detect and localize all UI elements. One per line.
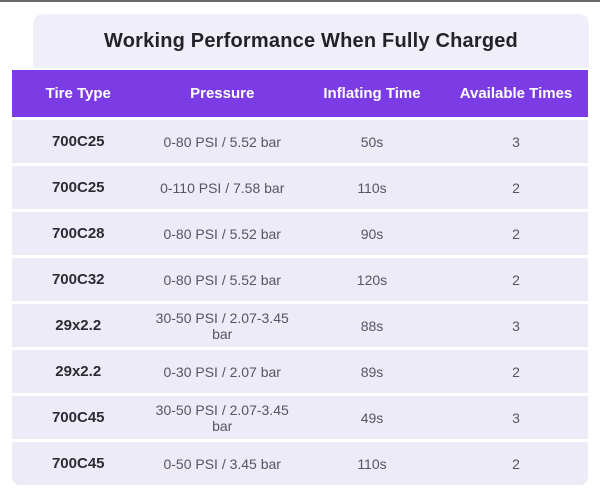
available-times-cell: 2 xyxy=(512,179,520,196)
inflating-time-cell: 120s xyxy=(356,271,388,288)
available-times-cell: 2 xyxy=(512,271,520,288)
pressure-cell: 0-50 PSI / 3.45 bar xyxy=(163,455,281,472)
table-body: 700C25 0-80 PSI / 5.52 bar 50s 3 700C25 0-110… xyxy=(12,120,588,485)
inflating-time-cell: 110s xyxy=(357,455,387,472)
available-times-cell: 2 xyxy=(512,363,520,380)
column-header-available-times: Available Times xyxy=(459,85,573,102)
pressure-cell: 0-30 PSI / 2.07 bar xyxy=(163,363,281,380)
inflating-time-cell: 88s xyxy=(360,317,384,334)
inflating-time-cell: 90s xyxy=(360,225,384,242)
table-row: 700C45 30-50 PSI / 2.07-3.45 bar 49s 3 xyxy=(12,396,588,439)
table-row: 700C25 0-110 PSI / 7.58 bar 110s 2 xyxy=(12,166,588,209)
inflating-time-cell: 89s xyxy=(360,363,384,380)
performance-table: Tire Type Pressure Inflating Time Available… xyxy=(12,70,588,485)
table-row: 700C25 0-80 PSI / 5.52 bar 50s 3 xyxy=(12,120,588,163)
available-times-cell: 2 xyxy=(512,455,520,472)
table-row: 29x2.2 0-30 PSI / 2.07 bar 89s 2 xyxy=(12,350,588,393)
available-times-cell: 2 xyxy=(512,225,520,242)
tire-type-cell: 700C45 xyxy=(51,409,105,426)
tire-type-cell: 700C25 xyxy=(51,179,105,196)
tire-type-cell: 700C45 xyxy=(51,455,105,472)
table-row: 700C28 0-80 PSI / 5.52 bar 90s 2 xyxy=(12,212,588,255)
pressure-cell: 0-80 PSI / 5.52 bar xyxy=(163,225,281,242)
available-times-cell: 3 xyxy=(512,409,520,426)
available-times-cell: 3 xyxy=(512,133,520,150)
tire-type-cell: 700C25 xyxy=(51,133,105,150)
inflating-time-cell: 50s xyxy=(360,133,384,150)
available-times-cell: 3 xyxy=(512,317,520,334)
pressure-cell: 0-110 PSI / 7.58 bar xyxy=(160,179,285,196)
inflating-time-cell: 49s xyxy=(360,409,384,426)
table-row: 700C32 0-80 PSI / 5.52 bar 120s 2 xyxy=(12,258,588,301)
tire-type-cell: 700C28 xyxy=(51,225,105,242)
inflating-time-cell: 110s xyxy=(357,179,387,196)
top-divider-line xyxy=(0,0,600,2)
tire-type-cell: 29x2.2 xyxy=(55,317,102,334)
column-header-tire-type: Tire Type xyxy=(45,85,111,102)
table-row: 700C45 0-50 PSI / 3.45 bar 110s 2 xyxy=(12,442,588,485)
table-header-row: Tire Type Pressure Inflating Time Available… xyxy=(12,70,588,117)
pressure-cell: 0-80 PSI / 5.52 bar xyxy=(163,271,281,288)
page-title: Working Performance When Fully Charged xyxy=(104,29,518,52)
tire-type-cell: 700C32 xyxy=(51,271,105,288)
column-header-pressure: Pressure xyxy=(190,85,255,102)
title-panel: Working Performance When Fully Charged xyxy=(33,14,589,68)
pressure-cell: 0-80 PSI / 5.52 bar xyxy=(163,133,281,150)
table-row: 29x2.2 30-50 PSI / 2.07-3.45 bar 88s 3 xyxy=(12,304,588,347)
tire-type-cell: 29x2.2 xyxy=(55,363,102,380)
pressure-cell: 30-50 PSI / 2.07-3.45 bar xyxy=(155,401,289,434)
column-header-inflating-time: Inflating Time xyxy=(323,85,421,102)
pressure-cell: 30-50 PSI / 2.07-3.45 bar xyxy=(155,309,289,342)
